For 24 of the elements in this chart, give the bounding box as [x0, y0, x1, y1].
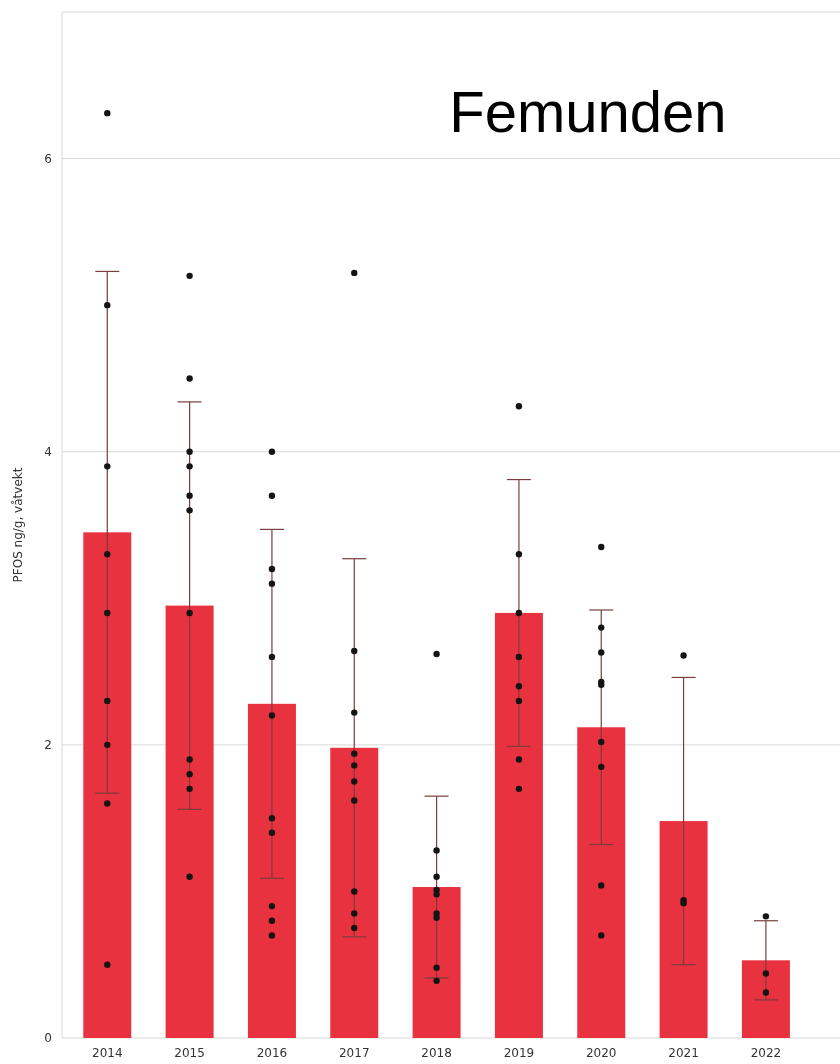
y-tick-label: 2: [44, 738, 52, 753]
y-tick-label: 6: [44, 151, 52, 166]
x-tick-label: 2018: [421, 1046, 452, 1060]
bar: [659, 821, 708, 1038]
bar: [247, 703, 296, 1038]
bar: [741, 960, 790, 1038]
bar: [494, 612, 543, 1038]
y-tick-label: 4: [44, 444, 52, 459]
bar: [165, 605, 214, 1038]
text: Femunden: [449, 79, 727, 144]
y-axis-title: PFOS ng/g, våtvekt: [11, 467, 25, 583]
x-tick-label: 2021: [668, 1046, 699, 1060]
x-tick-label: 2016: [256, 1046, 288, 1060]
x-tick-label: 2022: [750, 1046, 782, 1060]
x-tick-label: 2020: [585, 1046, 617, 1060]
bar: [577, 727, 626, 1038]
y-tick-label: 0: [44, 1031, 52, 1046]
bar: [330, 747, 379, 1038]
x-tick-label: 2017: [338, 1046, 370, 1060]
x-tick-label: 2014: [92, 1046, 123, 1060]
bar: [83, 532, 132, 1038]
bar: [412, 887, 461, 1038]
x-tick-label: 2019: [503, 1046, 535, 1060]
x-tick-label: 2015: [174, 1046, 205, 1060]
